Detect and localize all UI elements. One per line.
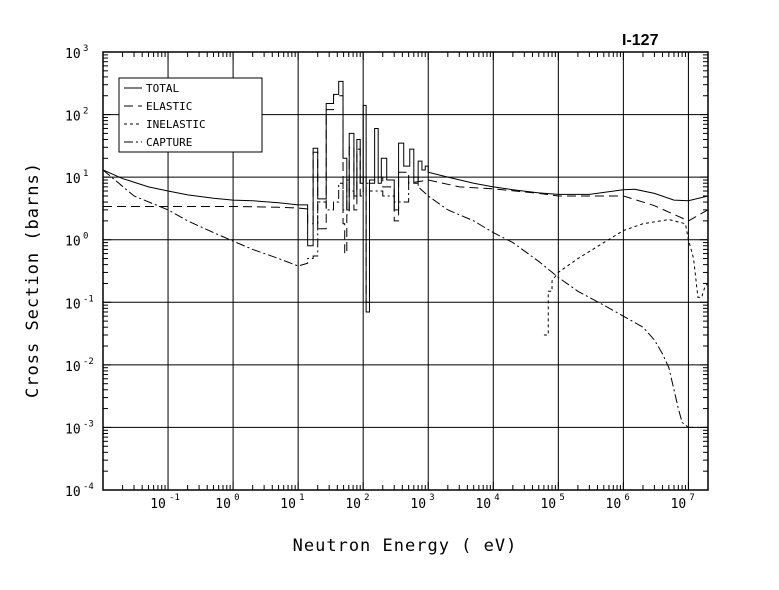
legend-label-elastic: ELASTIC <box>146 100 192 113</box>
y-tick-base: 10 <box>65 485 81 500</box>
y-tick-exponent: 1 <box>83 169 88 179</box>
series-line-elastic <box>103 95 708 303</box>
x-tick-base: 10 <box>150 497 166 512</box>
y-tick-exponent: 2 <box>83 107 88 117</box>
x-tick-base: 10 <box>280 497 296 512</box>
x-tick-exponent: 7 <box>689 493 694 503</box>
x-tick-exponent: 2 <box>364 493 369 503</box>
x-tick-label: 10 7 <box>671 493 695 512</box>
legend-label-capture: CAPTURE <box>146 136 192 149</box>
x-tick-base: 10 <box>215 497 231 512</box>
x-tick-exponent: 0 <box>234 493 239 503</box>
y-tick-exponent: -4 <box>83 482 94 492</box>
y-tick-exponent: 3 <box>83 44 88 54</box>
series-lines <box>103 80 708 428</box>
y-tick-exponent: -3 <box>83 419 94 429</box>
series-line-total <box>103 80 708 313</box>
y-tick-base: 10 <box>65 47 81 62</box>
x-tick-exponent: 6 <box>624 493 629 503</box>
legend-label-inelastic: INELASTIC <box>146 118 206 131</box>
y-tick-base: 10 <box>65 172 81 187</box>
plot-frame <box>102 51 709 491</box>
x-tick-label: 10 3 <box>410 493 434 512</box>
y-axis-title: Cross Section (barns) <box>23 162 43 398</box>
y-tick-label: 10 2 <box>65 107 88 125</box>
y-tick-label: 10 3 <box>65 44 88 62</box>
x-tick-exponent: -1 <box>169 493 180 503</box>
y-tick-label: 10 -2 <box>65 357 94 375</box>
x-tick-exponent: 3 <box>429 493 434 503</box>
x-tick-label: 10 5 <box>540 493 564 512</box>
x-axis-title: Neutron Energy ( eV) <box>293 536 518 556</box>
x-tick-label: 10 4 <box>475 493 499 512</box>
x-tick-label: 10 -1 <box>150 493 180 512</box>
series-line-capture <box>103 169 708 428</box>
y-tick-label: 10 0 <box>65 232 88 250</box>
y-tick-base: 10 <box>65 235 81 250</box>
y-tick-exponent: -1 <box>83 294 94 304</box>
x-tick-label: 10 6 <box>606 493 630 512</box>
series-line-inelastic <box>543 219 708 336</box>
y-tick-base: 10 <box>65 422 81 437</box>
legend-label-total: TOTAL <box>146 82 179 95</box>
chart-title: I-127 <box>622 32 659 49</box>
x-tick-label: 10 1 <box>280 493 304 512</box>
y-tick-base: 10 <box>65 360 81 375</box>
x-tick-base: 10 <box>606 497 622 512</box>
x-tick-label: 10 0 <box>215 493 239 512</box>
y-tick-label: 10 1 <box>65 169 88 187</box>
y-tick-exponent: -2 <box>83 357 94 367</box>
x-tick-base: 10 <box>345 497 361 512</box>
y-tick-base: 10 <box>65 297 81 312</box>
x-tick-base: 10 <box>671 497 687 512</box>
y-tick-exponent: 0 <box>83 232 88 242</box>
x-tick-exponent: 1 <box>299 493 304 503</box>
x-tick-base: 10 <box>475 497 491 512</box>
y-tick-label: 10 -3 <box>65 419 94 437</box>
x-tick-labels: 10 -1 10 0 10 1 10 2 10 3 10 4 10 5 10 6 10 7 <box>150 493 695 512</box>
y-tick-base: 10 <box>65 110 81 125</box>
x-tick-base: 10 <box>540 497 556 512</box>
x-tick-exponent: 5 <box>559 493 564 503</box>
legend-box <box>118 77 263 153</box>
x-tick-label: 10 2 <box>345 493 369 512</box>
y-tick-label: 10 -1 <box>65 294 94 312</box>
x-tick-exponent: 4 <box>494 493 499 503</box>
x-tick-base: 10 <box>410 497 426 512</box>
legend: TOTAL ELASTIC INELASTIC CAPTURE <box>118 77 263 153</box>
y-tick-label: 10 -4 <box>65 482 94 500</box>
